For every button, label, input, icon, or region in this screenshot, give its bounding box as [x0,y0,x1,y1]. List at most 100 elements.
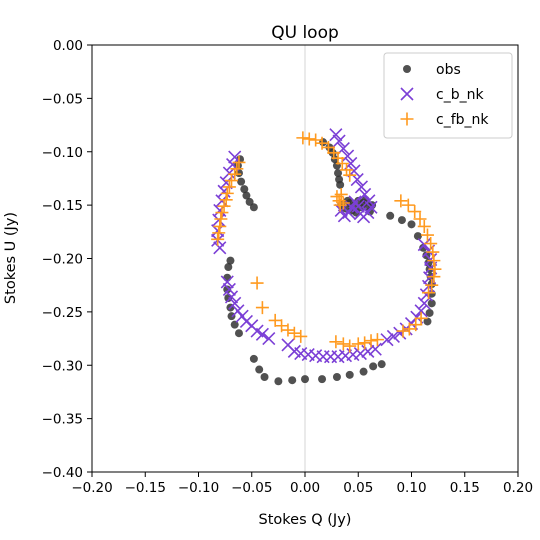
point-c_fb_nk [333,198,347,212]
point-c_fb_nk [296,131,310,145]
point-c_fb_nk [425,278,439,292]
y-tick-label: −0.15 [42,198,83,214]
x-tick-label: 0.20 [503,480,533,496]
point-c_fb_nk [250,276,264,290]
point-c_b_nk [419,288,433,302]
point-obs [288,376,297,385]
point-c_b_nk [414,304,428,318]
point-c_fb_nk [214,212,228,226]
y-tick-label: −0.05 [42,91,83,107]
point-obs [336,180,345,189]
point-c_fb_nk [212,226,226,240]
point-c_fb_nk [427,270,441,284]
legend-label-obs: obs [436,62,461,78]
point-obs [274,377,283,386]
point-c_fb_nk [364,334,378,348]
point-c_fb_nk [309,133,323,147]
point-c_fb_nk [426,245,440,259]
x-tick-label: −0.10 [178,480,219,496]
point-c_fb_nk [230,162,244,176]
point-obs [330,155,339,164]
x-tick-label: 0.05 [343,480,373,496]
point-obs [224,263,233,272]
point-c_fb_nk [329,335,343,349]
point-c_fb_nk [232,155,246,169]
point-c_b_nk [334,203,348,218]
legend-box [383,52,513,139]
point-c_fb_nk [420,228,434,242]
point-obs [427,299,436,308]
y-tick-label: −0.10 [42,145,83,161]
x-tick-label: 0.10 [396,480,426,496]
point-obs [242,191,251,200]
series-c_b_nk [211,128,438,364]
point-obs [413,232,422,241]
point-obs [397,216,406,225]
legend-items: obs c_b_nk c_fb_nk [400,62,489,128]
point-c_fb_nk [336,196,350,210]
point-obs [377,360,386,369]
y-tick-label: −0.35 [42,412,83,428]
x-axis-label: Stokes Q (Jy) [259,512,352,528]
point-c_fb_nk [427,254,441,268]
point-c_fb_nk [396,324,410,338]
point-c_b_nk [353,207,367,221]
point-c_fb_nk [294,329,308,343]
point-c_fb_nk [330,190,344,204]
ticks-layer: −0.20 −0.15 −0.10 −0.05 0.00 0.05 0.10 0.15 0.20… [42,38,533,496]
point-obs [423,317,432,326]
x-tick-label: −0.15 [125,480,166,496]
point-obs [318,375,327,384]
point-c_fb_nk [402,322,416,336]
point-obs [425,308,434,317]
point-c_fb_nk [217,199,231,213]
point-obs [240,185,249,194]
point-c_fb_nk [220,186,234,200]
point-c_fb_nk [268,313,282,327]
point-c_fb_nk [213,219,227,233]
series-c_fb_nk [211,131,442,353]
point-c_b_nk [386,329,400,343]
point-c_fb_nk [222,180,236,194]
point-c_b_nk [329,128,343,142]
chart-title: QU loop [271,23,339,43]
y-tick-label: −0.20 [42,252,83,268]
point-c_fb_nk [225,174,239,188]
y-tick-label: 0.00 [53,38,83,54]
point-c_fb_nk [370,333,384,347]
point-c_fb_nk [417,219,431,233]
point-c_fb_nk [413,212,427,226]
point-obs [255,365,264,374]
point-c_fb_nk [321,140,335,154]
y-tick-label: −0.25 [42,305,83,321]
point-c_b_nk [354,180,369,194]
point-c_b_nk [417,296,431,310]
point-c_fb_nk [228,167,242,181]
point-c_fb_nk [422,286,436,300]
x-tick-label: −0.20 [71,480,112,496]
point-c_b_nk [380,333,394,347]
point-c_fb_nk [414,311,428,325]
x-tick-label: −0.05 [231,480,272,496]
point-c_fb_nk [287,326,301,340]
point-c_b_nk [353,346,367,361]
point-c_fb_nk [358,336,372,350]
point-c_b_nk [222,282,236,297]
legend-marker-c_fb_nk [400,112,414,126]
point-c_fb_nk [424,237,438,251]
point-obs [249,203,258,212]
point-c_fb_nk [408,205,422,219]
point-c_b_nk [332,134,346,148]
point-obs [223,273,232,282]
point-obs [407,220,416,229]
legend-label-c_fb_nk: c_fb_nk [436,112,489,128]
point-c_b_nk [255,327,269,341]
y-tick-label: −0.30 [42,358,83,374]
point-c_fb_nk [302,132,316,146]
point-obs [369,362,378,371]
x-tick-label: 0.15 [450,480,480,496]
y-tick-label: −0.40 [42,465,83,481]
point-obs [249,354,258,363]
point-obs [345,370,354,379]
